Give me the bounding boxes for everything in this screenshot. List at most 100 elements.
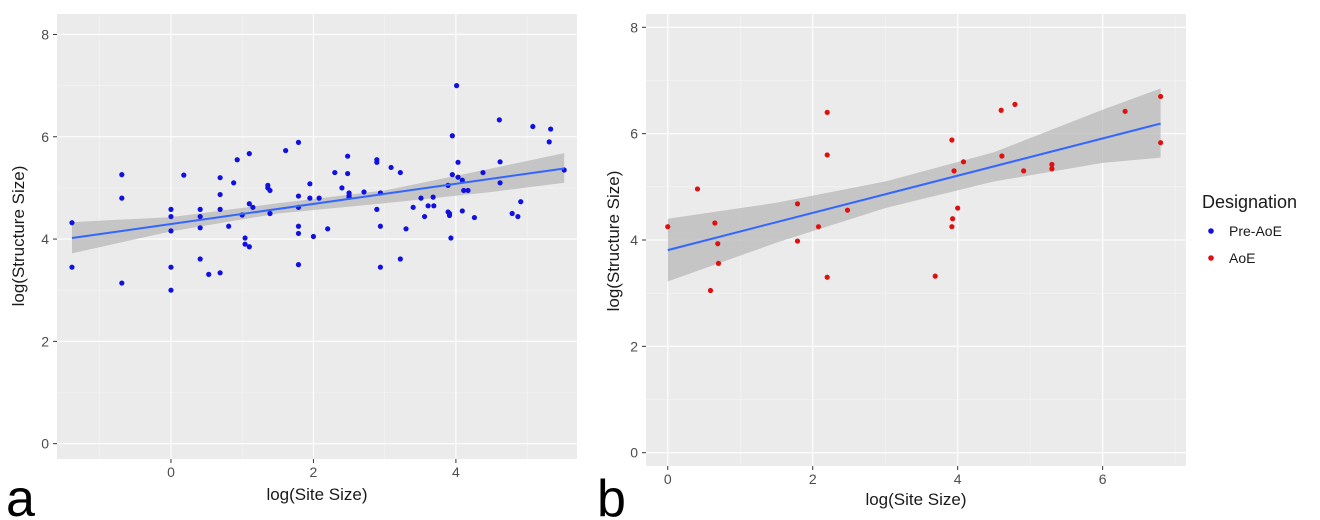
data-point <box>197 213 203 220</box>
data-point <box>461 187 467 194</box>
x-tick-label: 2 <box>809 471 817 487</box>
data-point <box>307 181 313 187</box>
data-point <box>950 216 956 222</box>
data-point <box>307 195 313 201</box>
legend-label-pre-aoe: Pre-AoE <box>1229 223 1282 239</box>
data-point <box>960 159 967 165</box>
data-point <box>955 205 961 211</box>
data-point <box>949 137 955 143</box>
data-point <box>1021 168 1027 174</box>
data-point <box>69 264 75 270</box>
legend-marker-aoe <box>1208 255 1214 261</box>
data-point <box>267 187 273 194</box>
data-point <box>421 213 428 220</box>
y-tick-label: 0 <box>630 445 638 461</box>
data-point <box>455 159 461 165</box>
data-point <box>231 180 237 186</box>
data-point <box>397 169 403 176</box>
data-point <box>459 208 465 214</box>
legend: Designation Pre-AoE AoE <box>1202 192 1297 266</box>
data-point <box>119 280 125 286</box>
data-point <box>316 195 322 201</box>
data-point <box>449 133 455 139</box>
data-point <box>446 210 453 217</box>
data-point <box>197 256 203 262</box>
x-tick-label: 6 <box>1099 471 1107 487</box>
data-point <box>431 203 437 209</box>
y-tick-label: 2 <box>41 333 49 349</box>
data-point <box>471 214 478 221</box>
data-point <box>310 233 317 240</box>
data-point <box>168 264 174 270</box>
data-point <box>345 170 351 177</box>
data-point <box>246 151 252 157</box>
data-point <box>242 235 248 241</box>
data-point <box>168 206 174 212</box>
panel-b-axes: 0 2 4 6 0 2 4 6 8 <box>630 19 1107 487</box>
data-point <box>295 139 302 145</box>
data-point <box>397 256 403 262</box>
data-point <box>430 194 436 200</box>
data-point <box>1158 140 1164 146</box>
data-point <box>345 153 351 159</box>
x-tick-label: 2 <box>310 464 318 480</box>
data-point <box>325 226 331 232</box>
data-point <box>951 168 957 174</box>
confidence-band <box>667 88 1161 282</box>
y-tick-label: 8 <box>41 26 49 42</box>
data-point <box>548 126 554 132</box>
data-point <box>1049 166 1055 172</box>
x-tick-label: 0 <box>167 464 175 480</box>
data-point <box>824 152 830 158</box>
data-point <box>246 201 252 207</box>
data-point <box>715 241 721 247</box>
data-point <box>515 213 521 220</box>
data-point <box>518 199 524 205</box>
data-point <box>1049 161 1055 168</box>
data-point <box>449 172 455 178</box>
data-point <box>168 287 174 293</box>
data-point <box>250 204 256 210</box>
data-point <box>242 241 248 247</box>
panel-a: 0 2 4 0 2 4 6 8 log(Site Size) log(Structure Si… <box>6 14 577 520</box>
data-point <box>465 187 471 194</box>
x-tick-label: 4 <box>954 471 962 487</box>
panel-a-axes: 0 2 4 0 2 4 6 8 <box>41 26 460 480</box>
data-point <box>715 260 722 266</box>
data-point <box>403 226 409 232</box>
data-point <box>217 206 223 212</box>
data-point <box>217 191 223 198</box>
data-point <box>815 224 822 230</box>
y-tick-label: 8 <box>630 19 638 35</box>
data-point <box>374 206 380 212</box>
data-point <box>454 83 460 89</box>
data-point <box>546 139 552 145</box>
data-point <box>999 153 1005 159</box>
data-point <box>509 210 515 217</box>
data-point <box>295 223 302 229</box>
data-point <box>217 175 223 181</box>
x-tick-label: 0 <box>664 471 672 487</box>
data-point <box>949 224 955 230</box>
data-point <box>459 177 465 183</box>
data-point <box>346 192 352 199</box>
data-point <box>1158 93 1164 100</box>
data-point <box>1012 101 1018 107</box>
data-point <box>295 230 302 237</box>
data-point <box>119 172 125 178</box>
data-point <box>119 195 125 201</box>
panel-b-x-axis-title: log(Site Size) <box>865 490 966 509</box>
data-point <box>374 159 380 165</box>
data-point <box>265 182 271 188</box>
data-point <box>497 159 503 165</box>
panel-a-y-axis-title: log(Structure Size) <box>9 166 28 307</box>
data-point <box>234 157 240 163</box>
panel-a-x-axis-title: log(Site Size) <box>266 485 367 504</box>
data-point <box>932 273 938 279</box>
y-tick-label: 4 <box>41 231 49 247</box>
legend-label-aoe: AoE <box>1229 250 1255 266</box>
data-point <box>388 164 394 171</box>
data-point <box>197 206 203 212</box>
data-point <box>448 235 454 241</box>
